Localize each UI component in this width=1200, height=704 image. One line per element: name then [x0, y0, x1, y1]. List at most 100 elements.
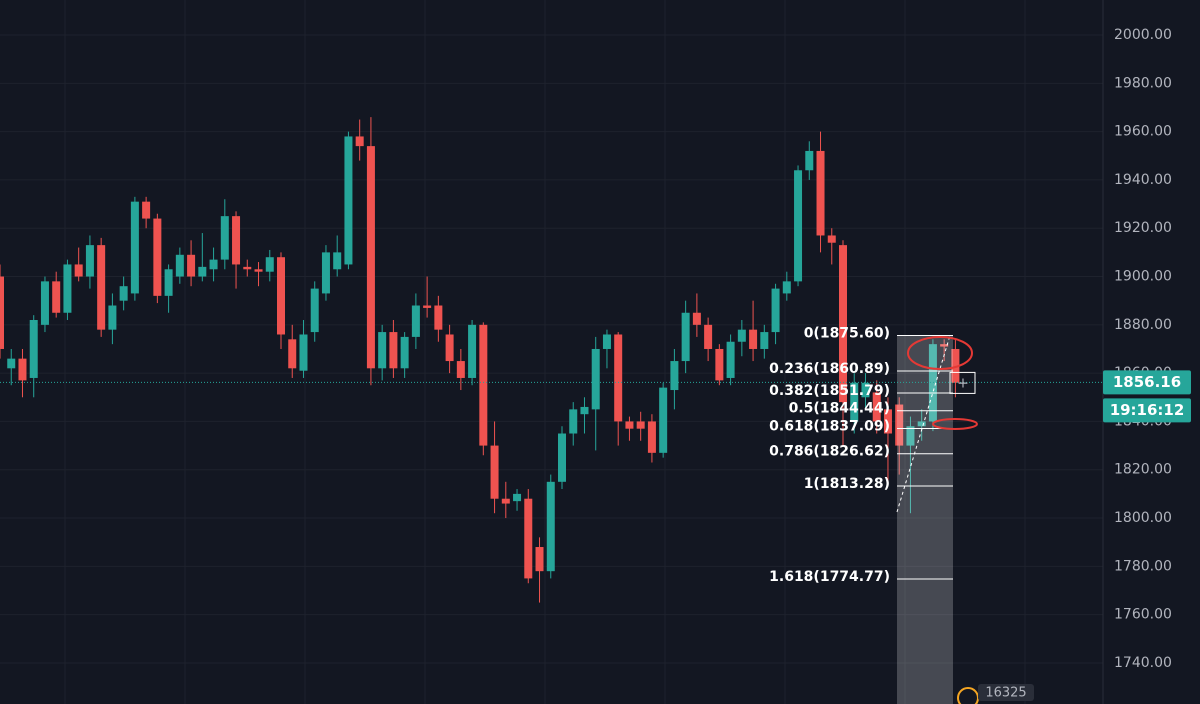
- y-tick-label: 1820.00: [1114, 462, 1172, 478]
- y-tick-label: 1780.00: [1114, 558, 1172, 574]
- candle-body: [18, 358, 27, 381]
- candle-body: [479, 324, 488, 446]
- candle-body: [423, 305, 432, 308]
- candle-body: [749, 329, 758, 349]
- candle-body: [97, 245, 106, 330]
- fib-label: 1(1813.28): [804, 476, 890, 492]
- candle-body: [513, 493, 522, 502]
- fib-label: 0.5(1844.44): [789, 401, 890, 417]
- candle-body: [288, 339, 297, 369]
- candle-body: [940, 344, 949, 347]
- candle-body: [52, 281, 61, 313]
- candle-body: [558, 433, 566, 482]
- fib-label: 0.618(1837.09): [769, 418, 890, 434]
- y-tick-label: 1760.00: [1114, 607, 1172, 623]
- candle-body: [187, 254, 196, 277]
- candle-body: [726, 341, 735, 378]
- candle-body: [164, 269, 173, 296]
- candle-body: [198, 266, 207, 277]
- candle-body: [220, 216, 229, 260]
- candle-body: [378, 332, 387, 369]
- candle-body: [535, 547, 544, 572]
- candle-body: [917, 421, 926, 427]
- candle-body: [355, 136, 364, 147]
- candle-body: [737, 329, 746, 342]
- fib-label: 0.786(1826.62): [769, 444, 890, 460]
- candle-body: [63, 264, 72, 313]
- badge-bg: [978, 684, 1034, 701]
- candle-body: [805, 150, 814, 171]
- y-tick-label: 1880.00: [1114, 317, 1172, 333]
- candle-body: [366, 146, 375, 369]
- candle-body: [794, 170, 803, 282]
- candle-body: [119, 286, 128, 301]
- candle-body: [265, 257, 274, 272]
- candle-body: [883, 409, 892, 434]
- candle-body: [333, 252, 342, 270]
- countdown-tag: [1103, 398, 1191, 423]
- candle-body: [321, 252, 330, 294]
- candle-body: [0, 276, 4, 349]
- candle-body: [681, 312, 690, 362]
- candle-body: [501, 498, 510, 504]
- candle-body: [827, 235, 836, 243]
- candle-body: [816, 150, 825, 236]
- badge-label: 16325: [985, 686, 1026, 701]
- candle-body: [254, 269, 263, 272]
- candle-body: [760, 332, 769, 349]
- candle-body: [580, 406, 589, 415]
- candle-body: [895, 404, 904, 446]
- candle-body: [85, 245, 94, 277]
- candle-body: [445, 334, 454, 362]
- countdown-label: 19:16:12: [1110, 401, 1185, 419]
- annotation-circle: [907, 336, 973, 370]
- candle-body: [175, 254, 184, 277]
- candle-body: [389, 332, 398, 369]
- candle-body: [299, 334, 308, 371]
- y-tick-label: 1800.00: [1114, 510, 1172, 526]
- y-tick-label: 1900.00: [1114, 269, 1172, 285]
- candle-body: [906, 426, 915, 446]
- candle-body: [839, 245, 847, 403]
- candle-body: [647, 421, 656, 453]
- candle-body: [569, 409, 578, 434]
- candle-body: [209, 259, 218, 270]
- price-tag-label: 1856.16: [1113, 373, 1181, 391]
- candle-body: [524, 498, 533, 579]
- candle-body: [602, 334, 611, 349]
- candle-body: [411, 305, 420, 337]
- candle-body: [614, 334, 623, 422]
- fib-label: 1.618(1774.77): [769, 569, 890, 585]
- candle-body: [490, 445, 499, 499]
- candle-body: [468, 324, 477, 378]
- fib-label: 0(1875.60): [804, 325, 890, 341]
- y-tick-label: 1980.00: [1114, 75, 1172, 91]
- candle-body: [782, 281, 791, 294]
- candle-body: [456, 361, 465, 378]
- candle-body: [153, 218, 162, 296]
- candle-body: [130, 201, 139, 294]
- candle-body: [7, 358, 16, 369]
- y-tick-label: 1740.00: [1114, 655, 1172, 671]
- candle-body: [670, 361, 679, 391]
- y-tick-label: 2000.00: [1114, 27, 1172, 43]
- fib-label: 0.236(1860.89): [769, 361, 890, 377]
- fib-label: 0.382(1851.79): [769, 383, 890, 399]
- candle-body: [310, 288, 319, 333]
- candle-body: [40, 281, 49, 325]
- crosshair-box: [949, 371, 976, 394]
- candle-body: [659, 387, 668, 453]
- candle-body: [400, 336, 409, 369]
- candle-body: [29, 320, 38, 378]
- candle-body: [232, 216, 241, 265]
- candle-body: [74, 264, 83, 277]
- candle-body: [344, 136, 353, 265]
- candle-body: [872, 392, 881, 422]
- candle-body: [546, 481, 555, 572]
- annotation-circle: [932, 418, 978, 430]
- candle-body: [850, 382, 859, 422]
- candle-body: [715, 348, 724, 381]
- crosshair-plus: +: [957, 375, 969, 391]
